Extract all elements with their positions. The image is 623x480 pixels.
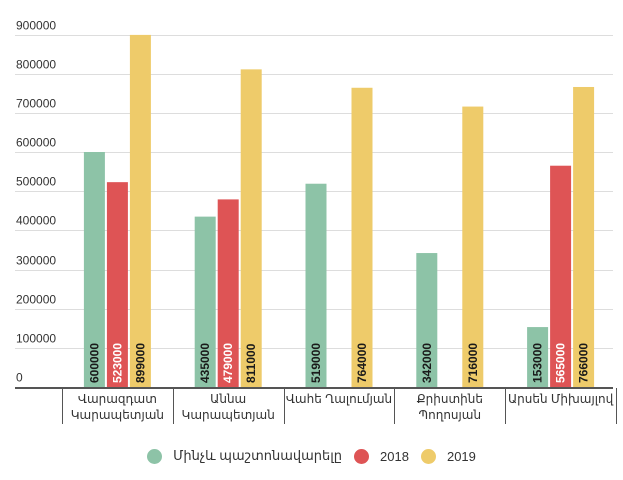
legend: Մինչև պաշտոնավարելը 2018 2019 bbox=[0, 448, 623, 464]
x-tick-label: Քրիստինե Պողոսյան bbox=[417, 392, 483, 422]
legend-marker-icon bbox=[354, 448, 370, 464]
bar-2018-4[interactable] bbox=[550, 165, 572, 387]
bar-before-3[interactable] bbox=[416, 253, 438, 387]
x-tick-label: Վարազդատ Կարապետյան bbox=[71, 392, 164, 422]
value-label: 766000 bbox=[577, 343, 591, 383]
value-label: 811000 bbox=[244, 343, 258, 383]
y-tick-label: 600000 bbox=[16, 136, 56, 150]
y-tick-label: 500000 bbox=[16, 175, 56, 189]
value-label: 565000 bbox=[554, 343, 568, 383]
value-label: 435000 bbox=[198, 343, 212, 383]
bar-before-0[interactable] bbox=[83, 152, 105, 387]
bar-before-2[interactable] bbox=[305, 183, 327, 387]
y-axis-ticks: 0 100000 200000 300000 400000 500000 600000 700… bbox=[16, 19, 56, 385]
value-label: 764000 bbox=[355, 343, 369, 383]
y-tick-label: 200000 bbox=[16, 293, 56, 307]
bars bbox=[83, 34, 595, 388]
value-label: 479000 bbox=[221, 343, 235, 383]
legend-marker-icon bbox=[420, 448, 436, 464]
legend-item[interactable]: 2018 bbox=[354, 448, 409, 464]
bar-2019-2[interactable] bbox=[351, 87, 373, 388]
y-tick-label: 700000 bbox=[16, 97, 56, 111]
legend-label: 2019 bbox=[446, 448, 476, 464]
value-label: 523000 bbox=[110, 343, 124, 383]
value-label: 153000 bbox=[531, 343, 545, 383]
value-label: 899000 bbox=[133, 343, 147, 383]
bar-2019-3[interactable] bbox=[462, 106, 484, 388]
y-tick-label: 0 bbox=[16, 371, 23, 385]
x-tick-label: Աննա Կարապետյան bbox=[182, 392, 275, 422]
bar-chart: 0 100000 200000 300000 400000 500000 600000 700… bbox=[15, 19, 617, 424]
legend-label: 2018 bbox=[380, 448, 409, 464]
y-tick-label: 900000 bbox=[16, 19, 56, 33]
bar-2018-1[interactable] bbox=[217, 199, 239, 387]
x-axis: Վարազդատ Կարապետյան Աննա Կարապետյան Վահե Ղալ… bbox=[15, 387, 617, 424]
value-label: 600000 bbox=[87, 343, 101, 383]
value-label: 716000 bbox=[466, 343, 480, 383]
legend-marker-icon bbox=[147, 448, 163, 464]
bar-2019-4[interactable] bbox=[573, 86, 595, 387]
bar-before-4[interactable] bbox=[527, 327, 549, 387]
legend-item[interactable]: Մինչև պաշտոնավարելը bbox=[147, 448, 342, 464]
bar-2018-0[interactable] bbox=[106, 182, 128, 387]
y-tick-label: 100000 bbox=[16, 332, 56, 346]
value-label: 342000 bbox=[420, 343, 434, 383]
bar-2019-0[interactable] bbox=[129, 34, 151, 388]
legend-label: Մինչև պաշտոնավարելը bbox=[173, 448, 343, 463]
x-tick-label: Արսեն Միխայլով bbox=[508, 392, 614, 406]
y-tick-label: 300000 bbox=[16, 254, 56, 268]
y-tick-label: 400000 bbox=[16, 214, 56, 228]
value-label: 519000 bbox=[309, 343, 323, 383]
y-tick-label: 800000 bbox=[16, 58, 56, 72]
legend-item[interactable]: 2019 bbox=[420, 448, 476, 464]
bar-2019-1[interactable] bbox=[240, 69, 262, 387]
value-labels: 600000 523000 899000 435000 479000 811000 5190… bbox=[87, 343, 590, 383]
bar-before-1[interactable] bbox=[194, 216, 216, 387]
x-tick-label: Վահե Ղալումյան bbox=[286, 392, 392, 406]
